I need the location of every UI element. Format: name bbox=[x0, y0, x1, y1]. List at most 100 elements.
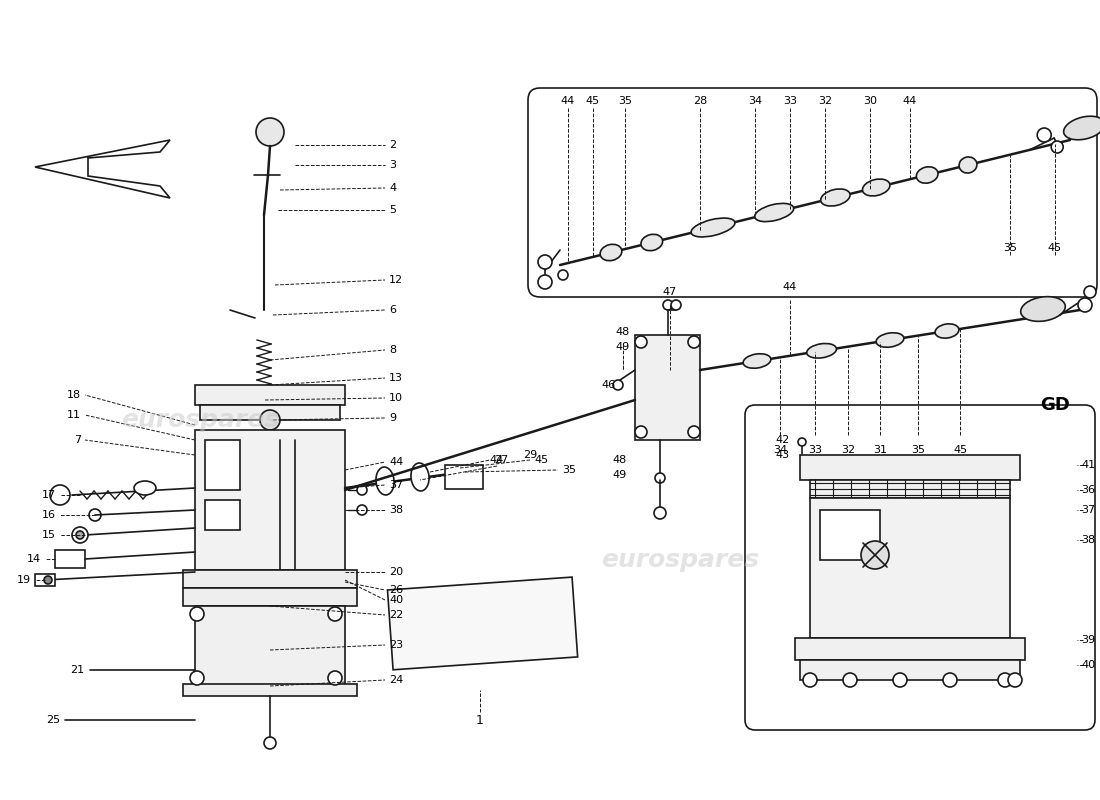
Text: 17: 17 bbox=[42, 490, 56, 500]
Text: 32: 32 bbox=[818, 96, 832, 106]
Ellipse shape bbox=[1021, 297, 1065, 322]
Ellipse shape bbox=[134, 481, 156, 495]
Bar bbox=[55, 550, 85, 568]
Text: 45: 45 bbox=[953, 445, 967, 455]
Circle shape bbox=[688, 426, 700, 438]
Circle shape bbox=[1084, 286, 1096, 298]
Text: 31: 31 bbox=[873, 445, 887, 455]
Text: 25: 25 bbox=[46, 715, 60, 725]
Bar bbox=[795, 638, 1025, 660]
Text: eurospares: eurospares bbox=[601, 548, 759, 572]
Text: 35: 35 bbox=[618, 96, 632, 106]
Bar bbox=[820, 510, 880, 560]
Text: 35: 35 bbox=[562, 465, 576, 475]
Text: 5: 5 bbox=[389, 205, 396, 215]
Ellipse shape bbox=[935, 324, 959, 338]
Circle shape bbox=[803, 673, 817, 687]
Text: 41: 41 bbox=[1081, 460, 1096, 470]
Bar bbox=[205, 440, 240, 490]
Circle shape bbox=[260, 410, 280, 430]
Bar bbox=[810, 480, 1010, 498]
Bar bbox=[195, 385, 345, 405]
Text: 2: 2 bbox=[389, 140, 396, 150]
Circle shape bbox=[76, 531, 84, 539]
Text: 16: 16 bbox=[42, 510, 56, 520]
Text: 34: 34 bbox=[773, 445, 788, 455]
Text: 45: 45 bbox=[1048, 243, 1063, 253]
Text: 21: 21 bbox=[70, 665, 84, 675]
Ellipse shape bbox=[601, 244, 621, 261]
Circle shape bbox=[1008, 673, 1022, 687]
Polygon shape bbox=[35, 140, 170, 198]
Text: 44: 44 bbox=[783, 282, 798, 292]
Text: 45: 45 bbox=[586, 96, 601, 106]
Bar bbox=[195, 606, 345, 686]
Bar bbox=[387, 577, 578, 670]
Ellipse shape bbox=[641, 234, 662, 250]
Bar bbox=[446, 465, 483, 489]
Circle shape bbox=[635, 336, 647, 348]
Ellipse shape bbox=[744, 354, 771, 368]
Circle shape bbox=[998, 673, 1012, 687]
Text: GD: GD bbox=[1041, 396, 1070, 414]
Circle shape bbox=[798, 438, 806, 446]
Bar bbox=[800, 660, 1020, 680]
Text: 9: 9 bbox=[389, 413, 396, 423]
Bar bbox=[635, 335, 700, 440]
Circle shape bbox=[671, 300, 681, 310]
Circle shape bbox=[264, 737, 276, 749]
Text: 39: 39 bbox=[1081, 635, 1096, 645]
Circle shape bbox=[1037, 128, 1052, 142]
Text: 48: 48 bbox=[613, 455, 627, 465]
Text: eurospares: eurospares bbox=[121, 408, 279, 432]
Ellipse shape bbox=[1064, 116, 1100, 140]
Bar bbox=[195, 430, 345, 570]
Text: 38: 38 bbox=[389, 505, 403, 515]
Ellipse shape bbox=[806, 343, 836, 358]
Circle shape bbox=[328, 671, 342, 685]
Circle shape bbox=[1052, 141, 1064, 153]
Text: 11: 11 bbox=[67, 410, 81, 420]
Text: 20: 20 bbox=[389, 567, 403, 577]
Text: 38: 38 bbox=[1081, 535, 1096, 545]
Text: 46: 46 bbox=[602, 380, 616, 390]
Text: 12: 12 bbox=[389, 275, 403, 285]
Circle shape bbox=[688, 336, 700, 348]
Text: 49: 49 bbox=[613, 470, 627, 480]
Text: 44: 44 bbox=[490, 455, 504, 465]
Circle shape bbox=[654, 473, 666, 483]
Text: 48: 48 bbox=[616, 327, 630, 337]
Bar bbox=[810, 498, 1010, 638]
Ellipse shape bbox=[755, 203, 794, 222]
Text: 1: 1 bbox=[476, 714, 484, 726]
Text: 35: 35 bbox=[911, 445, 925, 455]
Text: 44: 44 bbox=[389, 457, 404, 467]
Ellipse shape bbox=[376, 467, 394, 495]
Circle shape bbox=[538, 275, 552, 289]
Circle shape bbox=[89, 509, 101, 521]
Text: 4: 4 bbox=[389, 183, 396, 193]
Text: 24: 24 bbox=[389, 675, 404, 685]
Text: 33: 33 bbox=[808, 445, 822, 455]
Text: 32: 32 bbox=[840, 445, 855, 455]
Circle shape bbox=[893, 673, 907, 687]
Text: 6: 6 bbox=[389, 305, 396, 315]
Bar bbox=[183, 684, 358, 696]
Circle shape bbox=[190, 671, 204, 685]
Circle shape bbox=[613, 380, 623, 390]
Circle shape bbox=[190, 607, 204, 621]
Text: 43: 43 bbox=[776, 450, 790, 460]
Circle shape bbox=[1078, 298, 1092, 312]
Ellipse shape bbox=[821, 189, 850, 206]
Text: 33: 33 bbox=[783, 96, 798, 106]
Text: 28: 28 bbox=[693, 96, 707, 106]
Text: 3: 3 bbox=[389, 160, 396, 170]
Ellipse shape bbox=[411, 463, 429, 491]
Ellipse shape bbox=[876, 333, 904, 347]
Ellipse shape bbox=[916, 167, 938, 183]
Circle shape bbox=[635, 426, 647, 438]
Text: 13: 13 bbox=[389, 373, 403, 383]
Bar bbox=[205, 500, 240, 530]
Text: 42: 42 bbox=[776, 435, 790, 445]
Text: 44: 44 bbox=[903, 96, 917, 106]
